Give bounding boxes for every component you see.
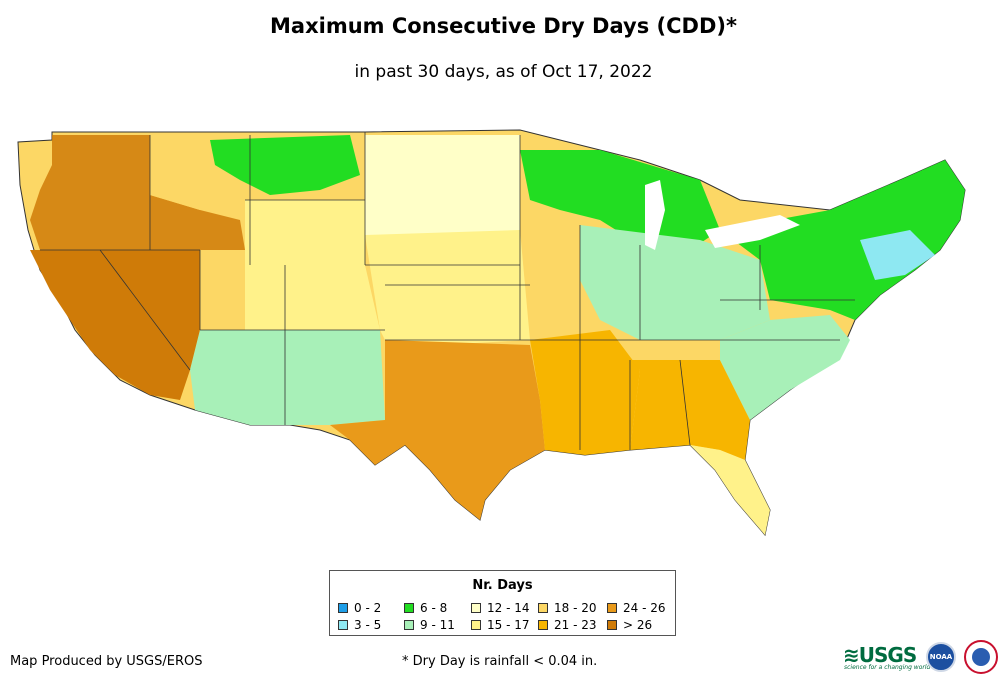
- region-pacific-northwest: [30, 135, 245, 250]
- map-subtitle: in past 30 days, as of Oct 17, 2022: [354, 62, 653, 82]
- legend-item-9-11: 9 - 11: [404, 618, 455, 632]
- legend-item-18-20: 18 - 20: [538, 601, 597, 615]
- legend-swatch: [404, 603, 414, 613]
- legend-item-12-14: 12 - 14: [471, 601, 530, 615]
- region-four-corners: [190, 330, 385, 425]
- region-texas: [330, 340, 545, 520]
- legend-label: 6 - 8: [420, 601, 448, 615]
- legend-swatch: [607, 603, 617, 613]
- legend-title: Nr. Days: [472, 578, 533, 593]
- legend-item-24-26: 24 - 26: [607, 601, 666, 615]
- region-southeast: [630, 360, 750, 460]
- region-carolinas: [720, 315, 850, 420]
- legend-swatch: [538, 603, 548, 613]
- legend-label: 15 - 17: [487, 618, 530, 632]
- legend-swatch: [338, 603, 348, 613]
- region-ohio-valley: [580, 225, 770, 340]
- legend-item-3-5: 3 - 5: [338, 618, 381, 632]
- usgs-tagline: science for a changing world: [844, 664, 931, 671]
- noaa-logo: NOAA: [926, 642, 956, 672]
- legend-label: 12 - 14: [487, 601, 530, 615]
- lake-erie-ontario: [705, 215, 800, 248]
- map-credit: Map Produced by USGS/EROS: [10, 654, 203, 669]
- legend-item-15-17: 15 - 17: [471, 618, 530, 632]
- region-california-nevada: [30, 250, 200, 400]
- legend-label: 0 - 2: [354, 601, 382, 615]
- lake-michigan: [645, 180, 665, 250]
- legend-item-0-2: 0 - 2: [338, 601, 381, 615]
- region-montana-green: [210, 135, 360, 195]
- legend-swatch: [471, 603, 481, 613]
- legend-label: 18 - 20: [554, 601, 597, 615]
- nws-logo-inner: [972, 648, 990, 666]
- region-great-lakes: [520, 150, 720, 250]
- dry-day-note: * Dry Day is rainfall < 0.04 in.: [402, 654, 598, 669]
- legend-swatch: [471, 620, 481, 630]
- legend-swatch: [538, 620, 548, 630]
- legend-label: 21 - 23: [554, 618, 597, 632]
- legend-swatch: [338, 620, 348, 630]
- noaa-logo-text: NOAA: [929, 653, 953, 661]
- region-mid-atlantic-coast: [860, 230, 935, 280]
- region-florida: [690, 445, 770, 535]
- map-title: Maximum Consecutive Dry Days (CDD)*: [270, 14, 737, 38]
- region-lower-mississippi: [530, 330, 640, 455]
- region-northeast: [720, 160, 965, 320]
- nws-logo: [964, 640, 998, 674]
- legend-swatch: [404, 620, 414, 630]
- legend-label: 24 - 26: [623, 601, 666, 615]
- legend: Nr. Days 0 - 2 3 - 5 6 - 8 9 - 11 12 - 1…: [329, 570, 676, 636]
- usgs-logo: ≋USGS: [843, 643, 917, 667]
- region-north-plains: [365, 135, 520, 240]
- legend-swatch: [607, 620, 617, 630]
- legend-label: 3 - 5: [354, 618, 382, 632]
- legend-item-6-8: 6 - 8: [404, 601, 447, 615]
- region-central-plains: [365, 230, 530, 345]
- region-wyoming-colorado: [245, 200, 380, 335]
- legend-item-21-23: 21 - 23: [538, 618, 597, 632]
- legend-label: > 26: [623, 618, 653, 632]
- legend-label: 9 - 11: [420, 618, 455, 632]
- state-lines: [40, 132, 855, 450]
- legend-item-gt-26: > 26: [607, 618, 652, 632]
